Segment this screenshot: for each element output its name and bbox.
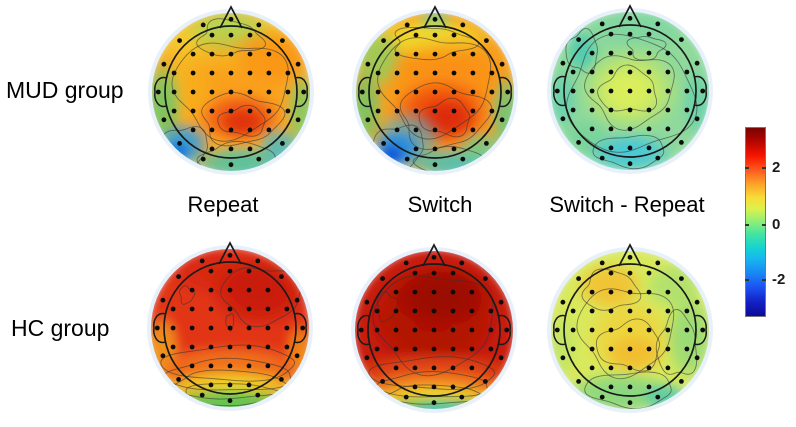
colorbar-tick-mark [762,278,766,281]
head-outline [563,24,697,158]
topomap-svg [351,243,517,413]
figure-container: MUD group HC group Repeat Switch Switch … [6,0,796,413]
head-outline [163,261,297,395]
electrodes [554,15,706,167]
topomap-svg [147,241,313,411]
row-label-mud: MUD group [6,77,124,103]
colorbar-tick-mark [745,167,749,170]
right-ear [693,75,707,107]
right-ear [498,76,512,108]
colorbar-gradient [745,127,766,317]
colorbar-tick-mark [745,278,749,281]
topomap-svg [148,5,314,175]
electrodes [359,16,511,168]
colorbar-tick-mark [762,223,766,226]
electrodes [154,252,306,404]
left-ear [357,314,371,346]
column-label-switch: Switch [407,192,473,217]
colorbar: 2 0 -2 [745,127,796,317]
nose [423,5,447,29]
head-outline [164,25,298,159]
contour-lines [576,268,698,409]
colorbar-tick-label: 0 [772,215,781,233]
colorbar-tick-label: -2 [772,270,786,288]
colorbar-tick-mark [762,167,766,170]
right-ear [693,314,707,346]
topomap-hc-switch-minus-repeat [542,238,718,422]
right-ear [294,76,308,108]
topomap-svg [547,243,713,413]
topomap-hc-switch [346,238,522,422]
right-ear [497,314,511,346]
head-outline [368,25,502,159]
nose [618,243,642,267]
head-outline [367,263,501,397]
nose [219,5,243,29]
topomap-mud-switch-minus-repeat [542,0,718,183]
electrodes [155,16,307,168]
topomap-hc-repeat [142,236,318,420]
electrodes [554,254,706,406]
topomap-mud-switch [347,0,523,184]
row-label-hc: HC group [11,315,110,341]
nose [618,4,642,28]
left-ear [358,76,372,108]
nose [218,241,242,265]
right-ear [293,312,307,344]
left-ear [154,76,168,108]
colorbar-tick-label: 2 [772,159,781,177]
left-ear [153,312,167,344]
electrodes [358,254,510,406]
column-label-repeat: Repeat [187,192,259,217]
left-ear [553,314,567,346]
colorbar-tick-mark [745,223,749,226]
nose [422,243,446,267]
column-label-switch-minus-repeat: Switch - Repeat [549,192,705,217]
left-ear [553,75,567,107]
head-outline [563,263,697,397]
topomap-svg [352,5,518,175]
topomap-mud-repeat [143,0,319,184]
topomap-svg [547,4,713,174]
